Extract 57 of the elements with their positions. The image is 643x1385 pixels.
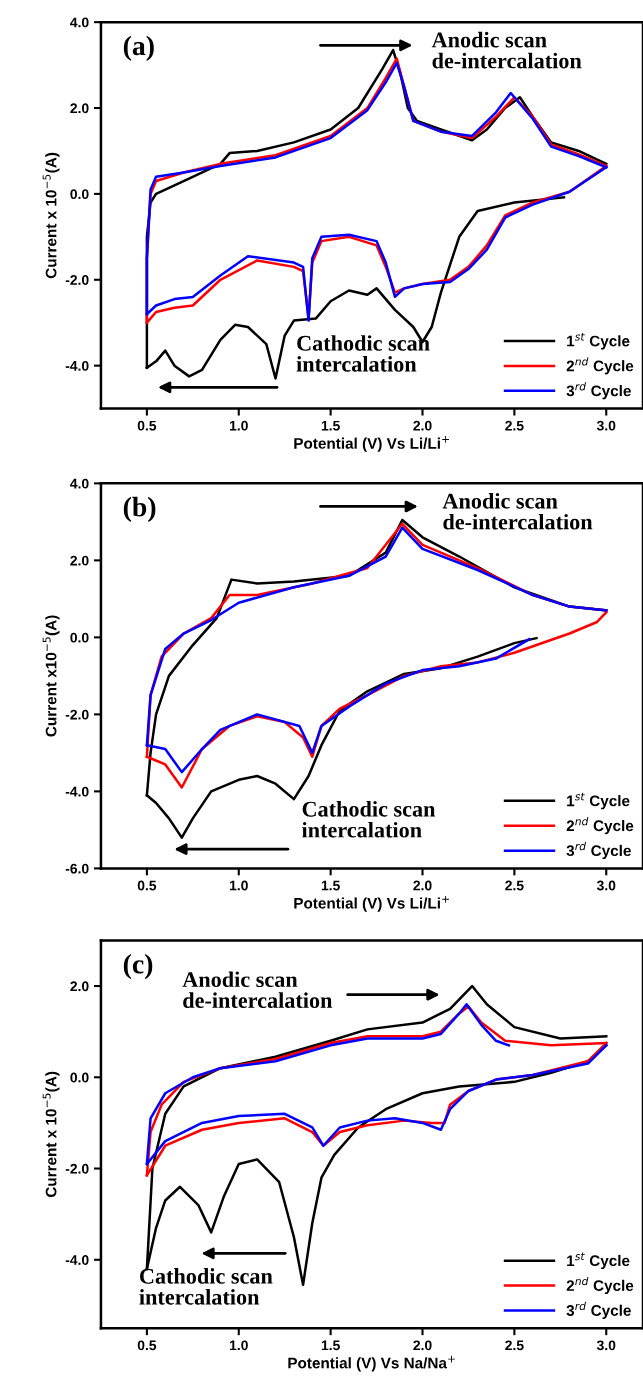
y-axis-title: Current x10$^{−5}$(A)	[42, 615, 60, 737]
x-tick-label: 0.5	[137, 420, 157, 431]
y-tick-label: -2.0	[65, 275, 89, 285]
y-tick-label: 0.0	[70, 189, 89, 200]
x-tick-label: 1.5	[321, 1340, 340, 1351]
legend-label: 3$^{rd}$ Cycle	[566, 1301, 631, 1319]
x-axis-title: Potential (V) Vs Na/Na$^{+}$	[288, 1355, 455, 1372]
y-tick-label: -2.0	[65, 1163, 89, 1174]
legend-label: 3$^{rd}$ Cycle	[566, 382, 631, 400]
x-tick-label: 1.0	[229, 880, 248, 891]
x-tick-label: 3.0	[596, 420, 616, 431]
y-tick-label: -2.0	[65, 709, 89, 720]
annotation: Anodic scan de-intercalation	[442, 492, 593, 530]
y-tick-label: 0.0	[70, 1072, 89, 1083]
y-tick-label: 4.0	[70, 17, 89, 28]
x-tick-label: 1.5	[321, 880, 340, 891]
x-tick-label: 3.0	[596, 1340, 616, 1351]
y-tick-label: 0.0	[70, 632, 89, 643]
y-axis-title: Current x 10$^{−5}$(A)	[42, 1071, 60, 1198]
annotation: Anodic scan de-intercalation	[431, 31, 582, 69]
x-tick-label: 2.5	[505, 420, 524, 431]
x-tick-label: 2.5	[505, 880, 524, 891]
x-tick-label: 2.0	[413, 880, 432, 891]
annotation: (c)	[123, 953, 153, 980]
annotation: Cathodic scan intercalation	[139, 1268, 273, 1305]
legend-label: 2$^{nd}$ Cycle	[566, 357, 634, 375]
x-tick-label: 0.5	[137, 880, 157, 891]
legend-label: 2$^{nd}$ Cycle	[566, 1276, 634, 1295]
x-tick-label: 1.0	[229, 1340, 248, 1351]
annotation: Anodic scan de-intercalation	[182, 971, 333, 1008]
y-tick-label: 4.0	[70, 478, 89, 489]
legend-label: 1$^{st}$ Cycle	[567, 1252, 630, 1270]
y-tick-label: -4.0	[65, 1255, 89, 1265]
annotation: (a)	[123, 35, 154, 61]
annotation: (b)	[123, 496, 156, 523]
x-axis-title: Potential (V) Vs Li/Li$^{+}$	[294, 436, 449, 452]
x-tick-label: 3.0	[596, 880, 616, 891]
y-tick-label: 2.0	[70, 555, 89, 566]
y-tick-label: 2.0	[70, 981, 89, 992]
x-axis-title: Potential (V) Vs Li/Li$^{+}$	[294, 895, 449, 912]
legend-label: 1$^{st}$ Cycle	[567, 332, 630, 350]
y-tick-label: -4.0	[65, 360, 89, 371]
legend-label: 3$^{rd}$ Cycle	[566, 841, 631, 860]
y-tick-label: -6.0	[65, 863, 89, 874]
x-tick-label: 1.5	[321, 420, 340, 431]
legend-label: 1$^{st}$ Cycle	[567, 792, 630, 810]
y-tick-label: 2.0	[70, 103, 89, 114]
x-tick-label: 1.0	[229, 420, 248, 431]
legend-label: 2$^{nd}$ Cycle	[566, 817, 634, 835]
x-tick-label: 2.0	[413, 1340, 432, 1351]
annotation: Cathodic scan intercalation	[296, 335, 430, 372]
y-axis-title: Current x 10$^{−5}$(A)	[42, 152, 60, 279]
x-tick-label: 2.0	[413, 420, 432, 431]
x-tick-label: 0.5	[137, 1340, 157, 1351]
annotation: Cathodic scan intercalation	[302, 801, 436, 838]
x-tick-label: 2.5	[505, 1340, 524, 1351]
y-tick-label: -4.0	[65, 786, 89, 797]
